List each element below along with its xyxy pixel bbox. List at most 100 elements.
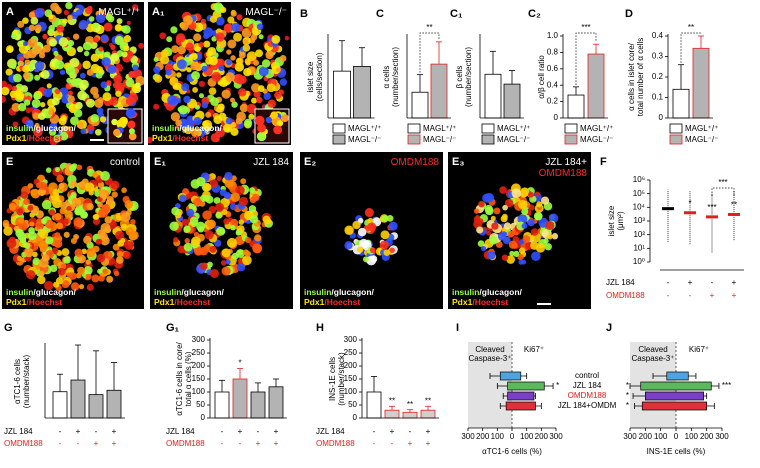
cell	[388, 221, 398, 231]
cell	[205, 56, 214, 65]
cell	[86, 202, 94, 211]
cell	[246, 103, 257, 114]
condition-label: OMDM188	[166, 439, 205, 448]
cell	[32, 257, 41, 266]
bar	[366, 391, 382, 419]
condition-sign: +	[94, 439, 99, 448]
image-title: control	[110, 157, 140, 168]
cell	[547, 234, 553, 240]
micrograph	[2, 2, 144, 145]
cell	[27, 183, 34, 189]
stain-segment: /Hoechst	[26, 133, 62, 143]
stain-label: insulin/glucagon/	[452, 287, 523, 297]
cell	[84, 6, 93, 15]
region-label: Ki67⁺	[524, 345, 544, 354]
region-label: Caspase-3⁺	[632, 354, 675, 363]
significance-star: **	[731, 201, 737, 210]
cell	[251, 193, 260, 202]
stain-label: Pdx1/Hoechst	[452, 297, 508, 307]
y-axis-label: α/β cell ratio	[537, 55, 546, 99]
cell	[41, 254, 50, 262]
significance-star: **	[425, 396, 431, 405]
stain-segment: insulin	[6, 123, 33, 133]
cell	[98, 46, 104, 52]
title-segment: JZL 184	[253, 157, 289, 168]
cell	[503, 222, 512, 230]
cell	[110, 44, 116, 51]
cell	[362, 256, 369, 263]
stain-label: insulin/glucagon/	[304, 287, 375, 297]
cell	[16, 208, 24, 216]
cell	[125, 227, 135, 236]
cell	[534, 213, 543, 221]
cell	[79, 72, 86, 79]
cell	[169, 221, 179, 231]
x-tick-label: 100	[491, 432, 505, 441]
cell	[534, 191, 540, 197]
significance-bracket	[575, 32, 597, 85]
cell	[518, 259, 524, 265]
cell	[231, 22, 241, 32]
cell	[117, 239, 125, 247]
cell	[230, 218, 239, 227]
cell	[101, 34, 109, 42]
image-title: OMDM188	[539, 168, 588, 179]
cell	[66, 205, 72, 212]
cell	[267, 99, 276, 108]
cell	[211, 71, 222, 82]
cell	[209, 245, 217, 253]
cell	[543, 238, 549, 244]
cell	[76, 46, 84, 53]
title-segment: JZL 184+	[545, 157, 587, 168]
cell	[16, 255, 23, 261]
cell	[71, 197, 78, 204]
cell	[48, 24, 55, 32]
cell	[40, 102, 46, 108]
cell	[239, 103, 249, 113]
cell	[34, 45, 42, 54]
stain-segment: insulin	[304, 287, 331, 297]
cell	[128, 71, 136, 78]
cell	[167, 95, 178, 106]
cell	[200, 262, 208, 271]
cell	[484, 193, 495, 203]
cell	[54, 239, 63, 248]
cell	[207, 261, 213, 268]
condition-sign: +	[426, 439, 431, 448]
cell	[40, 69, 50, 79]
significance-star: *	[688, 199, 691, 208]
box	[499, 371, 522, 381]
cell	[79, 79, 89, 90]
cell	[495, 241, 503, 248]
cell	[231, 101, 238, 108]
y-tick-label: 10⁶	[633, 175, 645, 184]
cell	[199, 246, 209, 256]
cell	[215, 202, 225, 212]
y-axis-label: INS-1E cells	[328, 357, 337, 401]
cell	[111, 191, 118, 198]
cell	[170, 112, 181, 122]
cell	[75, 9, 83, 16]
cell	[240, 178, 247, 185]
condition-label: JZL 184	[166, 427, 195, 436]
cell	[92, 172, 99, 178]
cell	[96, 253, 106, 263]
cell	[70, 237, 77, 244]
legend-label: MAGL⁻/⁻	[580, 135, 613, 144]
cell	[527, 218, 535, 227]
legend-swatch	[669, 134, 683, 145]
cell	[134, 82, 141, 89]
cell	[229, 203, 237, 211]
stain-segment: insulin	[152, 123, 179, 133]
cell	[81, 211, 88, 219]
cell	[473, 208, 480, 214]
condition-sign: -	[95, 427, 98, 436]
cell	[28, 231, 37, 241]
y-tick-label: 150	[192, 374, 206, 383]
cell	[489, 235, 498, 245]
cell	[275, 67, 281, 73]
cell	[207, 46, 217, 56]
cell	[86, 69, 94, 76]
y-tick-label: 0.2	[652, 72, 664, 81]
